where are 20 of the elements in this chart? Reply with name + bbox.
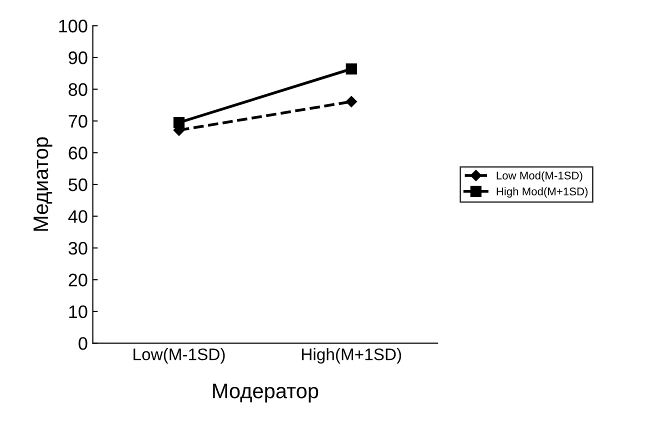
x-tick-label: High(M+1SD) bbox=[302, 348, 402, 364]
y-tick-label: 40 bbox=[68, 210, 88, 223]
y-tick-label: 20 bbox=[68, 274, 88, 286]
y-tick-label: 100 bbox=[59, 20, 88, 32]
y-tick-label: 90 bbox=[68, 51, 88, 64]
point bbox=[346, 96, 357, 108]
y-tick-label: 60 bbox=[68, 146, 88, 160]
y-tick-label: 30 bbox=[68, 242, 88, 255]
y-tick-label: 70 bbox=[68, 114, 88, 128]
y-axis-title: Медиатор bbox=[34, 137, 52, 231]
legend-label: Low Mod(M-1SD) bbox=[496, 171, 582, 182]
y-tick-label: 80 bbox=[68, 83, 88, 96]
y-tick-label: 0 bbox=[78, 337, 88, 350]
x-axis-title: Модератор bbox=[213, 384, 318, 402]
legend-label: High Mod(M+1SD) bbox=[496, 187, 588, 198]
y-tick-label: 10 bbox=[69, 305, 88, 318]
point bbox=[173, 117, 185, 128]
point bbox=[346, 63, 357, 74]
y-tick-label: 50 bbox=[68, 178, 88, 192]
x-tick-label: Low(M-1SD) bbox=[134, 348, 225, 364]
